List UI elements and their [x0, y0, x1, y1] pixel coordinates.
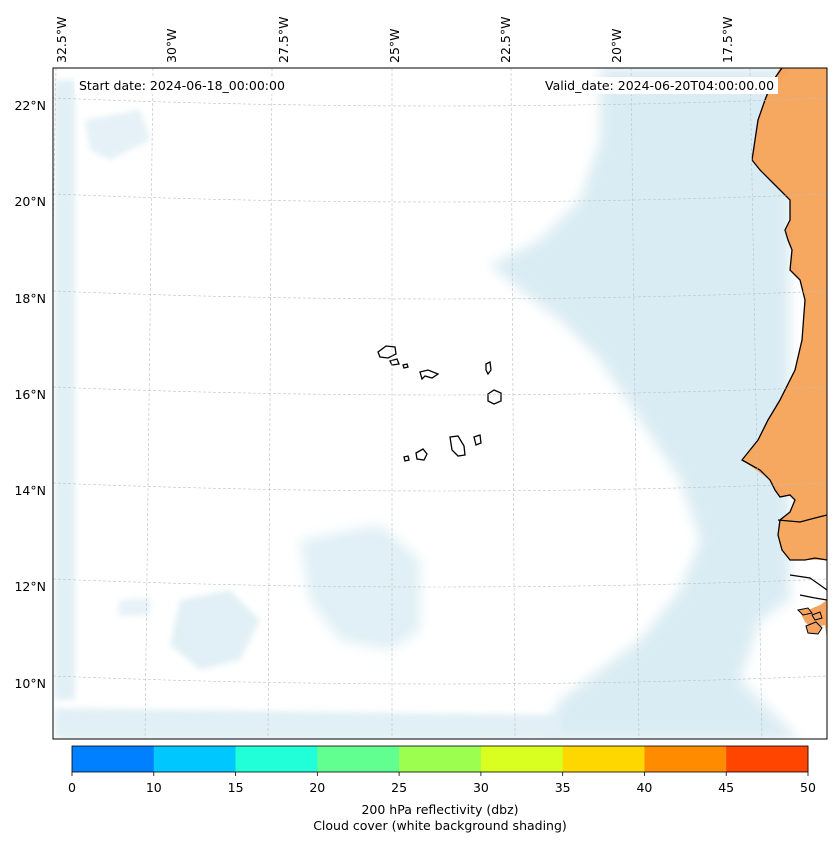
colorbar-segment: [726, 746, 809, 772]
cloud-patch-south: [300, 525, 420, 650]
lat-label-10n: 10°N: [14, 676, 46, 691]
lat-label-16n: 16°N: [14, 387, 46, 402]
island-sal: [485, 361, 492, 376]
colorbar-segment: [562, 746, 645, 772]
colorbar-tick: 50: [800, 780, 816, 795]
coastline-guinea-bissau: [789, 574, 827, 601]
colorbar-tick: 0: [68, 780, 76, 795]
island-brava: [403, 455, 410, 462]
cloud-band-east: [490, 68, 799, 739]
bijagos-islands: [796, 607, 823, 635]
meridian-gridline: [53, 68, 57, 253]
colorbar-tick: 35: [554, 780, 571, 795]
map-frame: [52, 67, 828, 740]
colorbar-tick: 30: [472, 780, 489, 795]
island-fogo: [415, 448, 428, 461]
island-boa-vista: [487, 389, 502, 405]
coastline-gambia: [777, 514, 827, 523]
island-santo-antao: [377, 345, 397, 359]
colorbar-segment: [644, 746, 727, 772]
colorbar-sublabel: Cloud cover (white background shading): [313, 818, 567, 833]
cloud-cover-layer: [55, 68, 799, 739]
colorbar-segment: [235, 746, 318, 772]
lon-label-25w: 25°W: [387, 28, 402, 63]
lon-label-32-5w: 32.5°W: [54, 16, 69, 63]
parallel-gridline: [53, 482, 827, 492]
cape-verde-islands: [377, 345, 502, 462]
lat-label-22n: 22°N: [14, 98, 46, 113]
lat-label-20n: 20°N: [14, 194, 46, 209]
coastline-africa: [741, 68, 827, 561]
start-date-label: Start date: 2024-06-18_00:00:00: [75, 77, 289, 94]
colorbar-segment: [480, 746, 564, 772]
island-santa-luzia: [402, 363, 409, 369]
colorbar: [71, 745, 809, 776]
lat-label-14n: 14°N: [14, 483, 46, 498]
cloud-strip-west: [55, 80, 75, 700]
cloud-strip-south: [55, 708, 560, 739]
cloud-patch-southwest: [170, 590, 260, 670]
parallel-gridline: [53, 193, 827, 203]
valid-date-label: Valid_date: 2024-06-20T04:00:00.00: [541, 77, 779, 94]
colorbar-frame: [71, 745, 809, 773]
island-maio: [473, 434, 482, 446]
island-sao-nicolau: [419, 369, 440, 381]
meridian-gridline: [267, 68, 273, 739]
colorbar-segment: [153, 746, 237, 772]
parallel-gridline: [53, 578, 827, 588]
lon-label-30w: 30°W: [164, 28, 179, 63]
parallel-gridline: [53, 675, 827, 685]
colorbar-tick: 40: [636, 780, 653, 795]
meridian-gridline: [144, 68, 154, 739]
colorbar-tick: 20: [309, 780, 326, 795]
parallel-gridline: [53, 386, 827, 396]
colorbar-segment: [72, 746, 155, 772]
lon-label-27-5w: 27.5°W: [276, 16, 291, 63]
cloud-patch-northwest: [85, 110, 150, 160]
parallel-gridline: [53, 290, 827, 300]
lon-label-17-5w: 17.5°W: [720, 16, 735, 63]
cloud-patch-southwest-2: [118, 598, 150, 616]
island-santiago: [449, 435, 466, 457]
lon-label-20w: 20°W: [609, 28, 624, 63]
lat-label-18n: 18°N: [14, 291, 46, 306]
meridian-gridline: [749, 68, 763, 739]
lon-label-22-5w: 22.5°W: [498, 16, 513, 63]
colorbar-tick: 45: [718, 780, 735, 795]
colorbar-tick: 10: [145, 780, 162, 795]
colorbar-tick: 15: [227, 780, 244, 795]
colorbar-segment: [317, 746, 400, 772]
meridian-gridline: [630, 68, 640, 739]
colorbar-label: 200 hPa reflectivity (dbz): [361, 802, 519, 817]
colorbar-tick: 25: [391, 780, 408, 795]
land-africa-fill: [742, 68, 827, 560]
lat-label-12n: 12°N: [14, 579, 46, 594]
colorbar-segment: [399, 746, 482, 772]
gridlines: [53, 68, 827, 739]
meridian-gridline: [510, 68, 516, 739]
parallel-gridline: [53, 97, 827, 107]
